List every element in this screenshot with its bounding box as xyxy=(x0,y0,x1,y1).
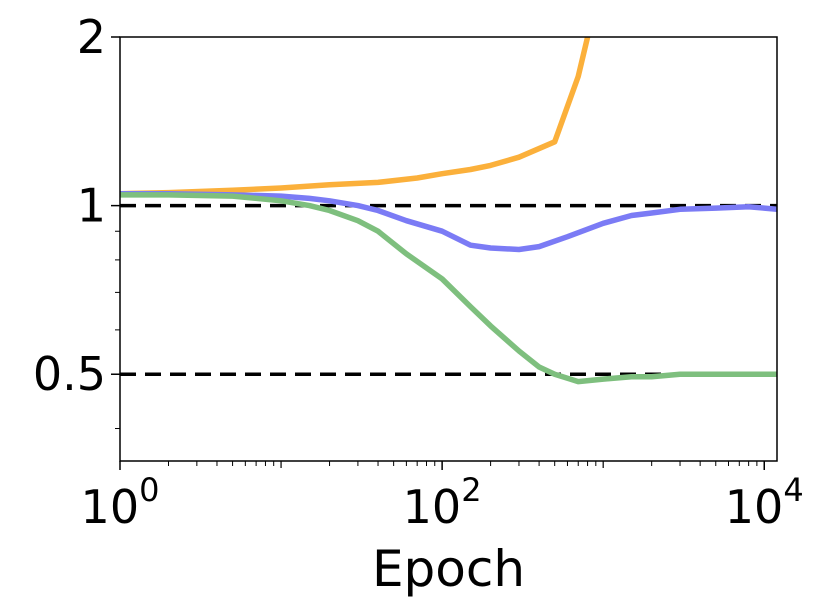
reference-lines xyxy=(120,203,777,376)
x-axis: 100 102 104 xyxy=(81,461,804,534)
series-line-1 xyxy=(120,190,777,253)
y-axis: 0.5 1 2 xyxy=(33,10,120,430)
x-tick-label-1: 102 xyxy=(403,471,482,534)
y-tick-label-2: 2 xyxy=(77,10,106,64)
x-tick-label-0: 100 xyxy=(81,471,160,534)
y-tick-label-1: 1 xyxy=(77,179,106,233)
x-axis-label: Epoch xyxy=(372,540,525,598)
x-tick-label-2: 104 xyxy=(725,471,804,534)
y-tick-label-0: 0.5 xyxy=(33,347,106,401)
series-line-2 xyxy=(120,192,777,385)
plot-frame xyxy=(119,36,778,462)
series-line-0 xyxy=(120,37,591,197)
series-layer xyxy=(120,37,777,385)
